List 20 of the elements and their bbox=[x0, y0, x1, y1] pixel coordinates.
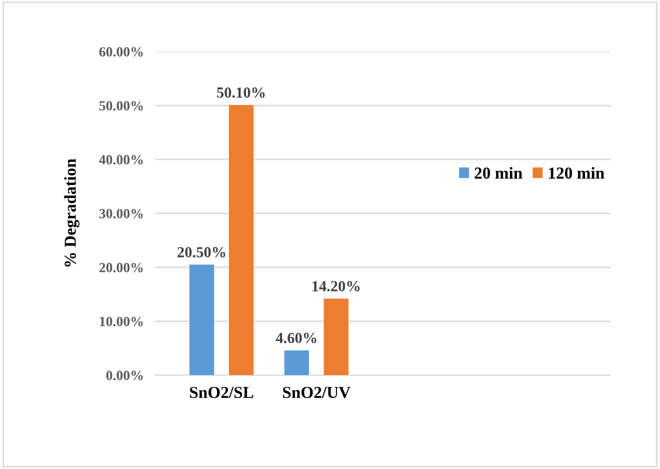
y-tick-label: 30.00% bbox=[99, 208, 143, 218]
y-tick-label: 0.00% bbox=[106, 370, 143, 380]
y-tick-label: 10.00% bbox=[100, 316, 143, 326]
x-tick-label: SnO2/UV bbox=[283, 386, 350, 398]
data-label: 4.60% bbox=[276, 332, 316, 344]
legend-label: 20 min bbox=[474, 167, 522, 179]
bar bbox=[189, 264, 214, 376]
legend-label: 120 min bbox=[548, 167, 604, 179]
data-label: 20.50% bbox=[178, 247, 226, 258]
x-tick-label: SnO2/SL bbox=[190, 386, 254, 398]
data-label: 14.20% bbox=[312, 281, 360, 292]
bar bbox=[284, 350, 309, 376]
y-tick-label: 20.00% bbox=[99, 262, 143, 272]
y-axis-title: % Degradation bbox=[64, 158, 80, 267]
bar bbox=[324, 298, 348, 376]
y-tick-label: 60.00% bbox=[99, 47, 143, 57]
y-tick-label: 50.00% bbox=[99, 101, 143, 111]
bar bbox=[228, 104, 254, 376]
y-tick-label: 40.00% bbox=[99, 155, 143, 164]
data-label: 50.10% bbox=[217, 87, 265, 98]
